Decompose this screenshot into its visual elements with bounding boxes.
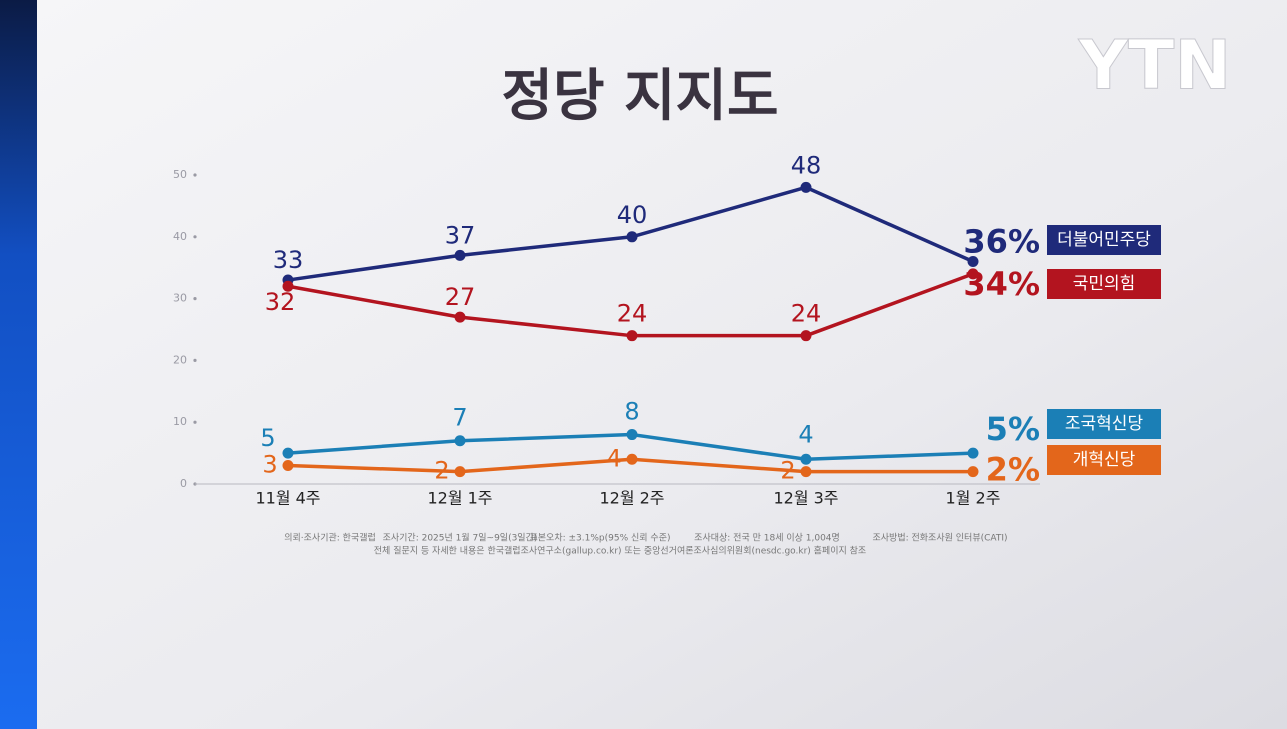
point xyxy=(800,330,812,342)
value-label: 33 xyxy=(273,246,304,274)
footnote: 조사대상: 전국 만 18세 이상 1,004명 xyxy=(694,533,840,544)
legend-box xyxy=(1047,445,1161,475)
legend-label: 조국혁신당 xyxy=(1065,414,1144,434)
point xyxy=(800,181,812,193)
value-label: 8 xyxy=(624,398,639,426)
footnote: 의뢰·조사기관: 한국갤럽 xyxy=(284,532,376,544)
legend-label: 국민의힘 xyxy=(1073,274,1136,294)
value-label: 2% xyxy=(986,451,1040,489)
legend-label: 더불어민주당 xyxy=(1057,230,1151,250)
point xyxy=(282,447,294,459)
point xyxy=(626,231,638,243)
value-label: 34% xyxy=(963,265,1040,303)
value-label: 32 xyxy=(265,288,296,316)
value-label: 40 xyxy=(617,201,648,229)
value-label: 3 xyxy=(262,450,277,478)
x-tick-label: 12월 3주 xyxy=(773,489,838,508)
value-label: 37 xyxy=(445,221,476,249)
footnote: 조사기간: 2025년 1월 7일~9일(3일간) xyxy=(383,532,538,544)
tick-mark xyxy=(193,173,197,177)
point xyxy=(626,330,638,342)
footnote: 조사방법: 전화조사원 인터뷰(CATI) xyxy=(872,533,1007,544)
tick-mark xyxy=(193,420,197,424)
value-label: 2 xyxy=(434,457,449,485)
point xyxy=(454,466,466,478)
tick-mark xyxy=(193,358,197,362)
legend-box xyxy=(1047,269,1161,299)
y-tick-label: 30 xyxy=(173,292,187,305)
value-label: 27 xyxy=(445,283,476,311)
point xyxy=(967,447,979,459)
value-label: 24 xyxy=(791,300,822,328)
tick-mark xyxy=(193,297,197,301)
legend-label: 개혁신당 xyxy=(1073,450,1136,470)
footnote: 표본오차: ±3.1%p(95% 신뢰 수준) xyxy=(529,532,670,544)
point xyxy=(967,268,979,280)
y-tick-label: 50 xyxy=(173,168,187,181)
point xyxy=(626,429,638,441)
value-label: 48 xyxy=(791,151,822,179)
chart-title: 정당 지지도 xyxy=(501,64,778,129)
x-tick-label: 11월 4주 xyxy=(255,489,320,508)
value-label: 5% xyxy=(986,410,1040,448)
point xyxy=(967,466,979,478)
point xyxy=(282,280,294,292)
value-label: 4 xyxy=(606,444,621,472)
point xyxy=(800,453,812,465)
point xyxy=(454,311,466,323)
value-label: 36% xyxy=(963,223,1040,261)
point xyxy=(282,459,294,471)
x-tick-label: 12월 1주 xyxy=(427,489,492,508)
value-label: 24 xyxy=(617,300,648,328)
value-label: 2 xyxy=(780,457,795,485)
point xyxy=(626,453,638,465)
point xyxy=(800,466,812,478)
x-tick-label: 12월 2주 xyxy=(599,489,664,508)
y-tick-label: 10 xyxy=(173,415,187,428)
side-bar xyxy=(0,0,37,729)
x-tick-label: 1월 2주 xyxy=(946,489,1001,508)
point xyxy=(967,256,979,268)
y-tick-label: 20 xyxy=(173,353,187,366)
y-tick-label: 40 xyxy=(173,230,187,243)
value-label: 4 xyxy=(798,420,813,448)
legend-box xyxy=(1047,409,1161,439)
value-label: 5 xyxy=(260,424,275,452)
point xyxy=(454,249,466,261)
point xyxy=(454,435,466,447)
value-label: 7 xyxy=(452,404,467,432)
y-tick-label: 0 xyxy=(180,477,187,490)
footnote: 전체 질문지 등 자세한 내용은 한국갤럽조사연구소(gallup.co.kr)… xyxy=(374,545,866,557)
tick-mark xyxy=(193,235,197,239)
legend-box xyxy=(1047,225,1161,255)
logo: YTN xyxy=(1078,27,1232,106)
